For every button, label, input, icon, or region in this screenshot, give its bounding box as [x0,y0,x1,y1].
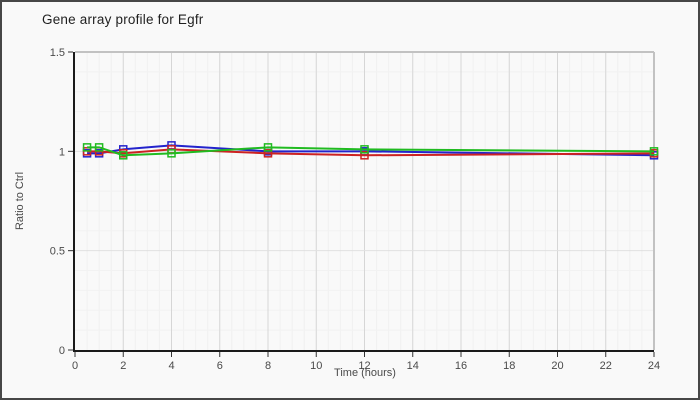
y-axis-title: Ratio to Ctrl [14,171,26,231]
series-green-marker [167,149,176,158]
x-tick-label: 6 [217,360,223,372]
x-tick-label: 8 [265,360,271,372]
x-tick-label: 16 [455,360,467,372]
x-tick-label: 22 [600,360,612,372]
series-green-marker [119,151,128,160]
series-green-marker [649,147,659,156]
x-tick-label: 18 [503,360,515,372]
series-green-marker [263,143,273,152]
series-green-marker [82,143,92,152]
x-tick-label: 14 [407,360,419,372]
y-tick-label: 0 [59,345,65,357]
series-green-marker [94,143,104,152]
series-green-line [87,146,655,157]
x-tick-label: 0 [72,360,78,372]
chart-title: Gene array profile for Egfr [42,12,204,27]
x-axis-title: Time (hours) [334,367,396,379]
y-tick-label: 1.5 [50,47,65,59]
x-tick-label: 20 [551,360,563,372]
x-tick-label: 24 [648,360,660,372]
series-green-marker [360,145,369,154]
series-red-marker [263,149,273,158]
series-red-marker [360,151,369,160]
x-tick-label: 4 [168,360,174,372]
y-tick-label: 1 [59,146,65,158]
x-tick-label: 10 [310,360,322,372]
y-tick-label: 0.5 [50,246,65,258]
x-tick-label: 2 [120,360,126,372]
x-tick-label: 12 [358,360,370,372]
